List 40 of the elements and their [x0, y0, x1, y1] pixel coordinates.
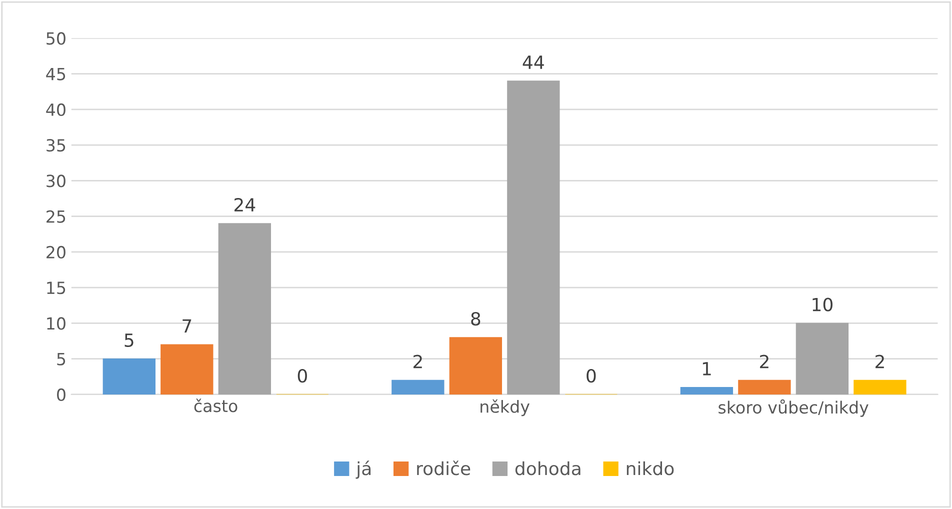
y-tick-label: 5	[57, 353, 66, 366]
bar	[796, 322, 849, 394]
bar	[392, 380, 444, 394]
data-label: 7	[182, 319, 192, 333]
y-tick-label: 30	[46, 174, 66, 188]
y-tick-label: 25	[46, 210, 66, 223]
data-label: 24	[234, 198, 256, 212]
bar	[218, 223, 272, 394]
bar	[507, 80, 560, 394]
bar	[854, 380, 906, 394]
y-tick-label: 45	[46, 68, 66, 80]
legend-label: nikdo	[626, 461, 674, 476]
x-tick-label: často	[194, 398, 238, 412]
x-tick-label: někdy	[480, 399, 530, 416]
bar	[449, 337, 502, 394]
bar	[102, 358, 156, 394]
y-tick-label: 10	[47, 317, 66, 330]
data-label: 10	[812, 298, 832, 312]
data-label: 2	[876, 354, 884, 368]
y-tick-label: 50	[46, 32, 66, 45]
data-label: 0	[298, 368, 307, 383]
legend-label: dohoda	[515, 461, 580, 476]
data-label: 0	[586, 368, 596, 383]
x-tick-label: skoro vůbec/nikdy	[718, 399, 868, 417]
y-tick-label: 15	[47, 282, 66, 294]
bar	[680, 387, 734, 394]
y-tick-label: 35	[46, 139, 66, 152]
data-label: 2	[760, 354, 768, 368]
data-label: 5	[124, 334, 134, 348]
data-label: 2	[414, 354, 422, 368]
y-tick-label: 20	[46, 246, 66, 259]
bar	[160, 344, 214, 394]
bar	[738, 380, 791, 394]
data-label: 44	[522, 56, 544, 69]
data-label: 8	[471, 312, 480, 326]
data-label: 1	[702, 362, 711, 376]
legend-label: rodiče	[417, 460, 470, 476]
y-tick-label: 40	[46, 103, 66, 116]
legend-label: já	[356, 460, 371, 479]
y-tick-label: 0	[57, 388, 66, 402]
